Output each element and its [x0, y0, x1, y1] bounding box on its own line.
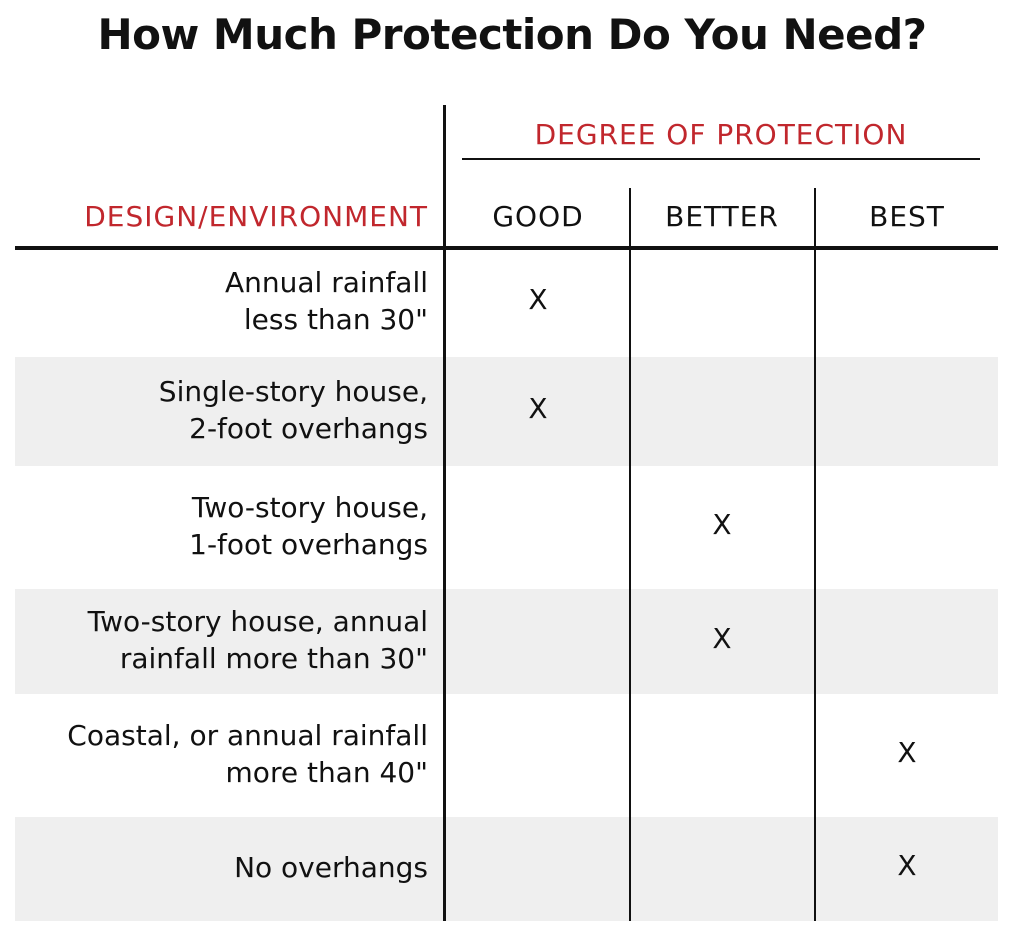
column-header-best: BEST: [869, 200, 945, 233]
row-band: [15, 817, 998, 921]
group-header: DEGREE OF PROTECTION: [534, 118, 908, 151]
page-title: How Much Protection Do You Need?: [97, 10, 927, 59]
column-divider: [814, 188, 816, 921]
column-header-good: GOOD: [492, 200, 584, 233]
row-label: No overhangs: [234, 850, 428, 884]
header-rule: [15, 246, 998, 250]
row-label: Single-story house, 2-foot overhangs: [158, 374, 428, 445]
row-label: Coastal, or annual rainfall more than 40…: [67, 718, 428, 789]
protection-mark-better: X: [712, 621, 732, 655]
row-label: Two-story house, 1-foot overhangs: [189, 490, 428, 561]
row-label: Annual rainfall less than 30": [225, 265, 428, 336]
protection-mark-best: X: [897, 735, 917, 769]
row-band: [15, 357, 998, 466]
group-underline: [462, 158, 980, 160]
protection-mark-good: X: [528, 391, 548, 425]
column-divider: [629, 188, 631, 921]
protection-mark-better: X: [712, 507, 732, 541]
main-divider: [443, 105, 446, 921]
protection-mark-good: X: [528, 282, 548, 316]
row-band: [15, 589, 998, 694]
row-label: Two-story house, annual rainfall more th…: [87, 604, 428, 675]
protection-mark-best: X: [897, 849, 917, 882]
row-header: DESIGN/ENVIRONMENT: [84, 200, 428, 233]
column-header-better: BETTER: [665, 200, 779, 233]
